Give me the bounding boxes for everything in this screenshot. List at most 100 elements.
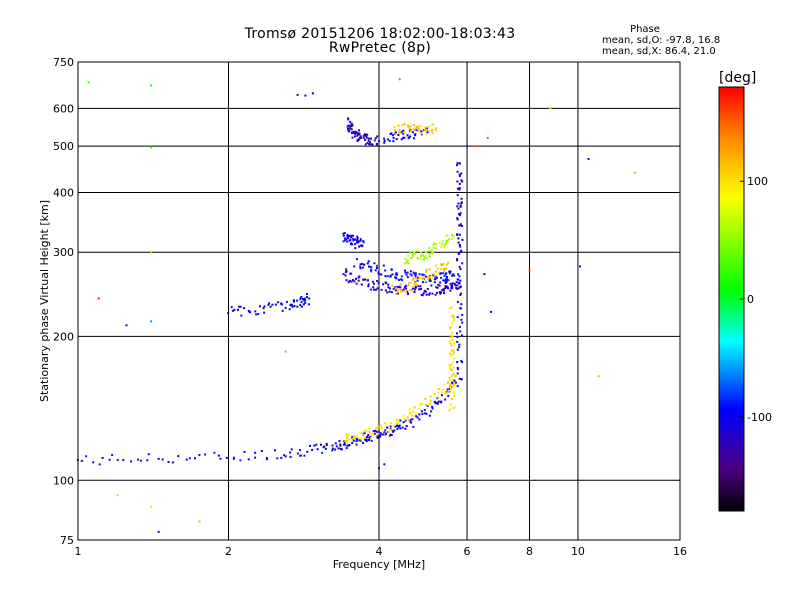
- data-point: [458, 162, 461, 165]
- data-point: [300, 301, 303, 304]
- data-point: [384, 422, 387, 425]
- data-point: [262, 307, 265, 310]
- data-point: [412, 277, 415, 280]
- data-point: [352, 239, 355, 242]
- data-point: [398, 78, 401, 81]
- data-point: [403, 131, 406, 134]
- data-point: [394, 133, 397, 136]
- data-point: [441, 242, 444, 245]
- data-point: [347, 438, 350, 440]
- data-point: [150, 320, 153, 323]
- data-point: [198, 520, 201, 523]
- data-point: [424, 126, 427, 129]
- data-point: [409, 411, 412, 414]
- data-point: [436, 291, 438, 294]
- data-point: [419, 124, 422, 127]
- data-point: [440, 245, 443, 248]
- data-point: [456, 348, 459, 351]
- data-point: [347, 237, 350, 239]
- data-point: [443, 270, 446, 272]
- data-point: [453, 343, 456, 346]
- data-point: [528, 269, 531, 272]
- data-point: [358, 132, 361, 135]
- data-point: [457, 241, 460, 244]
- x-tick-label: 4: [376, 545, 383, 558]
- data-point: [444, 398, 447, 401]
- data-point: [387, 283, 390, 286]
- data-point: [247, 458, 250, 461]
- data-point: [350, 280, 353, 283]
- data-point: [304, 299, 307, 302]
- data-point: [308, 297, 311, 300]
- data-point: [417, 285, 420, 288]
- data-point: [354, 238, 357, 241]
- data-point: [344, 274, 347, 277]
- data-point: [405, 274, 408, 276]
- data-point: [435, 401, 438, 404]
- data-point: [423, 412, 426, 415]
- data-point: [268, 302, 270, 305]
- data-point: [355, 438, 358, 441]
- data-point: [280, 456, 283, 459]
- data-point: [441, 264, 444, 267]
- data-point: [281, 309, 284, 312]
- data-point: [442, 262, 445, 265]
- data-point: [420, 293, 423, 296]
- data-point: [363, 432, 366, 435]
- data-point: [427, 130, 430, 133]
- data-point: [347, 118, 350, 121]
- data-point: [284, 306, 287, 309]
- data-point: [238, 305, 241, 308]
- data-point: [428, 293, 431, 296]
- data-point: [356, 239, 358, 242]
- data-point: [461, 321, 464, 324]
- data-point: [398, 129, 401, 131]
- data-point: [426, 131, 429, 134]
- data-point: [299, 449, 301, 452]
- data-point: [137, 458, 139, 461]
- data-point: [456, 218, 459, 221]
- data-point: [293, 305, 296, 308]
- data-point: [454, 381, 457, 384]
- data-point: [459, 268, 462, 271]
- data-point: [456, 372, 459, 375]
- data-point: [377, 272, 380, 275]
- colorbar-unit-label: [deg]: [719, 70, 757, 86]
- data-point: [296, 299, 299, 302]
- data-point: [372, 430, 375, 433]
- data-point: [146, 459, 149, 462]
- data-point: [448, 340, 451, 343]
- data-point: [344, 440, 347, 443]
- data-point: [423, 408, 426, 411]
- data-point: [350, 125, 353, 128]
- data-point: [373, 139, 376, 142]
- data-point: [405, 290, 407, 293]
- data-point: [342, 234, 345, 237]
- data-point: [343, 232, 346, 235]
- data-point: [413, 137, 415, 140]
- data-point: [453, 282, 456, 285]
- data-point: [460, 202, 463, 205]
- data-point: [418, 288, 421, 291]
- data-point: [367, 260, 370, 263]
- data-point: [418, 273, 421, 276]
- data-point: [429, 395, 432, 398]
- data-point: [353, 280, 356, 283]
- data-point: [286, 300, 288, 303]
- data-point: [446, 286, 449, 289]
- data-point: [453, 374, 456, 377]
- data-point: [376, 287, 379, 290]
- data-point: [450, 344, 453, 347]
- data-point: [433, 392, 436, 395]
- data-point: [367, 139, 370, 142]
- data-point: [358, 137, 361, 140]
- data-point: [396, 425, 399, 427]
- data-point: [359, 263, 362, 266]
- data-point: [398, 424, 401, 427]
- data-point: [412, 271, 415, 274]
- data-point: [402, 136, 405, 139]
- data-point: [458, 244, 461, 246]
- data-point: [427, 277, 430, 280]
- data-point: [387, 286, 390, 289]
- data-point: [461, 262, 464, 265]
